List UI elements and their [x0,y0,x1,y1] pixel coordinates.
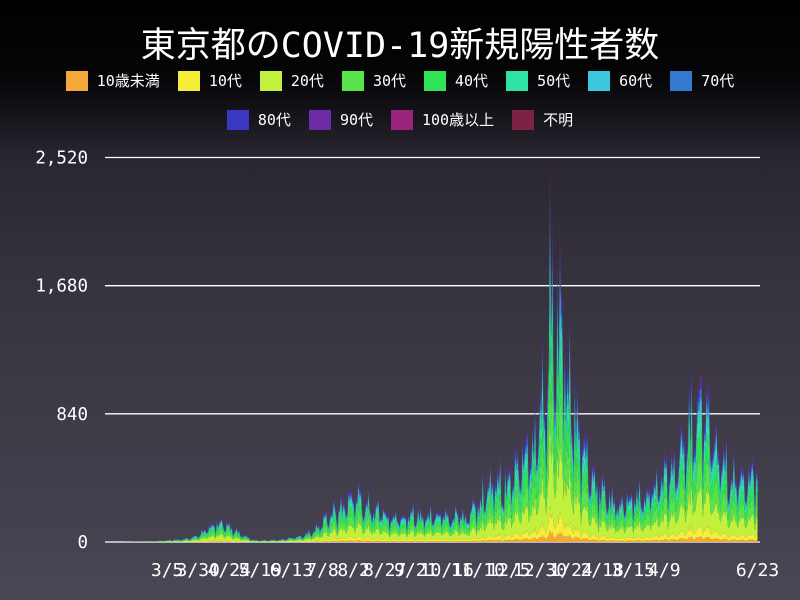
legend-label-8: 80代 [257,111,291,129]
x-tick-label-2-18: 2/18 [580,560,623,581]
legend-swatch-3 [341,70,364,91]
legend-label-10: 100歳以上 [422,111,495,129]
series-area-7 [105,192,758,542]
legend-label-6: 60代 [619,72,653,90]
x-tick-label-1-24: 1/24 [549,560,592,581]
x-tick-label-4-24: 4/24 [208,560,251,581]
legend-swatch-9 [308,109,331,130]
legend-swatch-11 [512,109,535,130]
legend-item-9: 90代 [308,109,373,130]
series-area-8 [105,173,758,543]
x-tick-label-10-16: 10/16 [420,560,474,581]
x-tick-label-6-23: 6/23 [736,560,779,581]
x-tick-label-3-5: 3/5 [151,560,184,581]
legend-item-6: 60代 [588,70,652,91]
legend-item-10: 100歳以上 [391,109,494,130]
legend-item-11: 不明 [512,109,573,130]
x-tick-label-11-10: 11/10 [451,560,505,581]
legend-item-1: 10代 [177,70,242,91]
x-tick-label-3-15: 3/15 [612,560,655,581]
y-tick-label-2520: 2,520 [35,149,88,169]
legend-label-7: 70代 [701,72,735,90]
legend-label-11: 不明 [543,111,574,129]
legend-swatch-7 [670,70,693,91]
chart-title: 東京都のCOVID-19新規陽性者数 [140,26,660,66]
legend-swatch-4 [424,70,446,91]
y-tick-label-1680: 1,680 [35,277,88,297]
x-tick-label-3-30: 3/30 [177,560,220,581]
y-tick-label-840: 840 [56,405,88,425]
x-tick-label-9-21: 9/21 [394,560,437,581]
legend-label-0: 10歳未満 [96,72,160,90]
series-area-11 [105,157,758,542]
legend-item-5: 50代 [506,70,570,91]
x-tick-label-4-9: 4/9 [648,560,681,581]
legend-swatch-1 [177,70,200,91]
legend-item-7: 70代 [670,70,734,91]
legend-label-5: 50代 [537,72,571,90]
x-tick-label-12-5: 12/5 [487,560,530,581]
series-area-10 [105,163,758,542]
series-area-0 [105,529,758,542]
legend-row-2: 80代 90代 100歳以上 不明 [0,109,800,130]
legend-item-2: 20代 [259,70,324,91]
legend-label-1: 10代 [208,72,242,90]
x-tick-label-8-27: 8/27 [363,560,406,581]
legend-swatch-2 [259,70,282,91]
x-tick-label-7-8: 7/8 [306,560,339,581]
x-tick-label-8-2: 8/2 [337,560,370,581]
x-tick-label-12-30: 12/30 [513,560,567,581]
legend-item-3: 30代 [341,70,406,91]
x-tick-label-5-19: 5/19 [239,560,282,581]
legend-label-9: 90代 [339,111,373,129]
legend-row-1: 10歳未満 10代 20代 30代 40代 50代 60代 70代 [0,70,800,91]
legend-item-8: 80代 [226,109,291,130]
legend-label-3: 30代 [372,72,406,90]
legend-swatch-8 [226,109,249,130]
legend-item-4: 40代 [424,70,488,91]
legend-item-0: 10歳未満 [65,70,160,91]
legend-swatch-10 [391,109,413,130]
legend-swatch-5 [506,70,529,91]
x-tick-label-6-13: 6/13 [270,560,313,581]
legend-label-4: 40代 [455,72,489,90]
series-area-9 [105,164,758,543]
legend-swatch-6 [588,70,611,91]
legend-swatch-0 [65,70,88,91]
y-tick-label-0: 0 [77,533,88,553]
legend-label-2: 20代 [290,72,324,90]
